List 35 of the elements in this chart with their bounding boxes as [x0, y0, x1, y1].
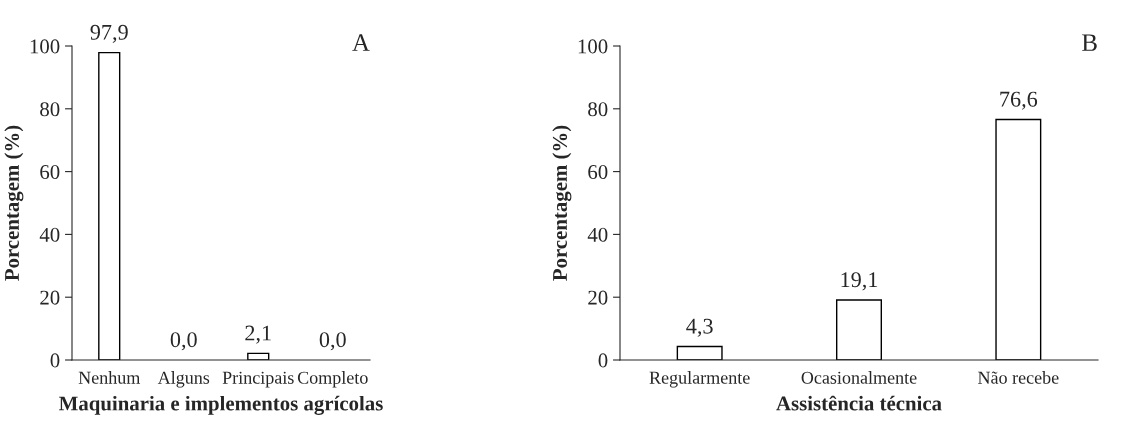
bar: [995, 118, 1042, 360]
y-tick-label: 100: [578, 39, 608, 54]
x-tick-label: Principais: [222, 371, 294, 388]
data-label: 76,6: [1000, 91, 1038, 110]
data-label: 0,0: [319, 332, 346, 351]
y-tick-label: 40: [39, 227, 60, 242]
bar: [676, 345, 723, 360]
data-label: 4,3: [686, 318, 713, 337]
x-tick-label: Nenhum: [78, 371, 141, 384]
x-axis-title: Maquinaria e implementos agrícolas: [59, 395, 383, 415]
x-tick-label: Regularmente: [649, 371, 750, 388]
data-label: 2,1: [245, 325, 271, 344]
y-tick-label: 20: [40, 290, 60, 305]
x-tick-label: Ocasionalmente: [801, 371, 917, 384]
y-tick-label: 60: [40, 164, 60, 180]
x-tick-label: Completo: [297, 371, 368, 388]
y-tick-label: 100: [30, 39, 60, 54]
x-tick-label: Alguns: [157, 371, 210, 388]
y-axis-title: Porcentagem (%): [552, 125, 572, 281]
y-tick-label: 0: [598, 353, 608, 368]
y-tick-label: 0: [50, 353, 60, 368]
y-tick-label: 80: [40, 102, 60, 117]
x-tick-label: Não recebe: [978, 371, 1059, 384]
x-axis-title: Assistência técnica: [776, 395, 942, 411]
data-label: 97,9: [90, 24, 128, 43]
y-tick-label: 40: [587, 227, 608, 242]
y-tick-label: 80: [588, 102, 608, 117]
y-axis-title: Porcentagem (%): [4, 125, 24, 281]
data-label: 0,0: [170, 332, 197, 351]
data-label: 19,1: [841, 272, 878, 291]
bar: [835, 299, 883, 360]
y-tick-label: 20: [588, 290, 608, 305]
annotation: B: [1082, 34, 1097, 51]
y-tick-label: 60: [588, 164, 608, 180]
annotation: A: [352, 34, 370, 51]
